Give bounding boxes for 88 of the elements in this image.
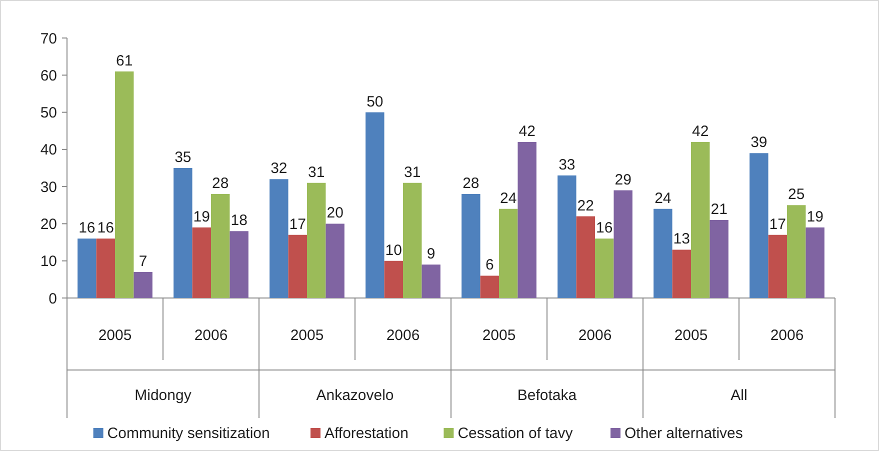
legend-label: Cessation of tavy [458, 425, 574, 442]
bar [672, 250, 691, 298]
data-label: 50 [366, 93, 384, 110]
data-label: 35 [174, 149, 192, 166]
y-tick-label: 50 [40, 104, 57, 122]
data-label: 39 [750, 134, 768, 152]
x-tick-label: 2006 [578, 327, 612, 344]
y-tick-label: 70 [40, 30, 57, 48]
bar [288, 234, 307, 298]
x-tick-label: 2006 [194, 327, 228, 344]
data-label: 24 [654, 190, 672, 207]
bar [595, 238, 614, 298]
bar [403, 182, 422, 298]
data-label: 10 [385, 242, 402, 259]
bar [115, 71, 134, 298]
bar [710, 220, 728, 298]
data-label: 33 [558, 156, 576, 174]
data-label: 9 [426, 246, 436, 263]
data-label: 13 [673, 230, 690, 248]
bar [230, 231, 248, 298]
data-label: 19 [806, 208, 824, 226]
data-label: 20 [326, 204, 344, 222]
bar [78, 238, 96, 298]
x-tick-label: 2006 [386, 327, 420, 344]
data-label: 16 [596, 220, 613, 237]
bar [307, 182, 326, 298]
bar [768, 234, 787, 298]
data-label: 7 [138, 253, 148, 270]
bar [518, 142, 536, 298]
data-label: 22 [577, 197, 594, 214]
y-tick-label: 20 [40, 216, 57, 233]
x-tick-label: 2006 [770, 327, 804, 344]
data-label: 17 [289, 216, 306, 233]
legend-label: Community sensitization [107, 425, 270, 442]
bar [270, 179, 288, 298]
bar [806, 227, 824, 298]
bar [384, 260, 403, 298]
text: Befotaka [517, 387, 578, 404]
y-tick-label: 10 [40, 253, 57, 270]
data-label: 24 [500, 190, 517, 207]
x-tick-label: 2005 [98, 327, 132, 344]
text: Ankazovelo [316, 387, 394, 404]
data-label: 32 [270, 160, 288, 178]
bar [192, 227, 211, 298]
data-label: 6 [485, 256, 494, 274]
legend-label: Afforestation [324, 425, 408, 442]
data-label: 17 [769, 216, 786, 233]
bar [326, 224, 344, 298]
y-tick-label: 40 [40, 142, 57, 159]
data-label: 21 [710, 201, 728, 218]
data-label: 28 [212, 175, 229, 192]
bar [750, 153, 768, 298]
bar [174, 168, 192, 298]
data-label: 19 [193, 208, 210, 226]
bar [480, 276, 499, 298]
x-tick-label: 2005 [482, 327, 516, 344]
data-label: 25 [788, 186, 805, 204]
x-tick-label: 2005 [674, 327, 708, 344]
x-tick-label: 2005 [290, 327, 324, 344]
bar [211, 194, 230, 298]
data-label: 18 [230, 212, 248, 230]
data-label: 16 [97, 220, 114, 237]
y-tick-label: 0 [48, 290, 57, 308]
data-label: 61 [116, 52, 133, 70]
data-label: 29 [614, 171, 632, 188]
data-label: 42 [692, 123, 709, 140]
bar [654, 208, 672, 298]
bar [499, 208, 518, 298]
data-label: 31 [308, 164, 325, 181]
bar [422, 264, 440, 298]
y-tick-label: 60 [40, 67, 57, 84]
y-tick-label: 30 [40, 178, 57, 196]
bar [558, 175, 576, 298]
bar [691, 142, 710, 298]
text: All [730, 387, 748, 404]
data-label: 16 [78, 220, 96, 237]
bar [576, 216, 595, 298]
bar [366, 112, 384, 298]
legend-label: Other alternatives [624, 425, 743, 442]
bar [462, 194, 480, 298]
bar [614, 190, 632, 298]
text: Midongy [134, 387, 192, 404]
data-label: 28 [462, 175, 480, 192]
bar [96, 238, 115, 298]
data-label: 42 [518, 123, 536, 140]
data-label: 31 [404, 164, 421, 181]
bar [134, 272, 152, 298]
bar [787, 205, 806, 298]
